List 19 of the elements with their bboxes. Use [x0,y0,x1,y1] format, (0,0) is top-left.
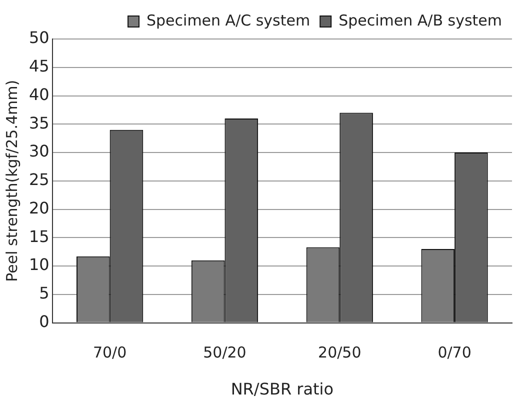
y-tick-label: 20 [29,198,50,218]
y-tick-label: 5 [39,284,50,303]
y-tick-label: 40 [29,84,50,104]
x-tick-label: 70/0 [92,344,127,362]
y-tick-label: 0 [39,312,50,331]
y-tick-label: 45 [29,56,50,76]
x-tick-label: 0/70 [438,344,472,362]
x-tick-label: 20/50 [318,344,362,362]
y-tick-label: 50 [29,28,50,48]
y-tick-label: 35 [29,113,50,132]
x-tick-label: 50/20 [203,344,246,362]
x-axis-title: NR/SBR ratio [230,380,334,399]
y-tick-label: 30 [29,142,50,161]
y-tick-label: 15 [29,226,50,246]
legend-label: Specimen A/B system [338,11,502,30]
y-tick-label: 10 [29,255,50,274]
y-axis-title: Peel strength(kgf/25.4mm) [2,80,21,282]
y-tick-label: 25 [29,170,50,190]
legend-label: Specimen A/C system [146,11,310,30]
